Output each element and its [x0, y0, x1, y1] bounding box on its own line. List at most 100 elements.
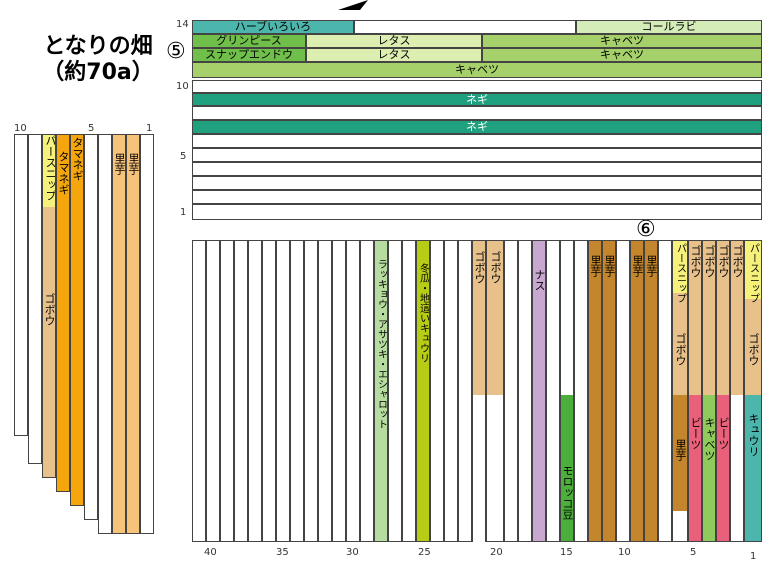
bed-empty: [206, 240, 220, 542]
scale-label: 40: [204, 547, 217, 558]
title-line2: （約70a）: [42, 60, 154, 85]
title-line1: となりの畑: [43, 34, 153, 59]
bed-empty: [388, 240, 402, 542]
bed-green-peas: グリンピース: [192, 34, 306, 48]
bed-burdock-beets: ゴボウ ビーツ: [716, 240, 730, 542]
taro-label: 里芋: [113, 153, 126, 175]
plot-marker-5: ⑤: [166, 39, 186, 64]
burdock-label: ゴボウ: [703, 245, 716, 278]
burdock-label: ゴボウ: [717, 245, 730, 278]
bed-empty: [518, 240, 532, 542]
page-title: となりの畑 （約70a）: [28, 34, 168, 86]
bed-empty: [360, 240, 374, 542]
bed-empty: [290, 240, 304, 542]
bed-empty: [616, 240, 630, 542]
taro-label: 里芋: [631, 255, 644, 277]
burdock-label: ゴボウ: [489, 251, 502, 284]
bed-eggplant: ナス: [532, 240, 546, 542]
bed-empty: [658, 240, 672, 542]
bed-taro: 里芋: [602, 240, 616, 542]
bed-empty: [234, 240, 248, 542]
scale-label: 35: [276, 547, 289, 558]
rakkyo-label: ラッキョウ・アサツキ・エシャロット: [375, 259, 387, 429]
bed-cabbage: キャベツ: [482, 48, 762, 62]
wintermelon-label: 冬瓜・地這いキュウリ: [417, 263, 429, 363]
bed-empty: [140, 134, 154, 534]
bed-parsnip-burdock-cucumber: パースニップ ゴボウ キュウリ: [744, 240, 762, 542]
scale-label: 10: [14, 123, 27, 134]
bed-empty: [84, 134, 98, 520]
morokko-label: モロッコ豆: [561, 465, 574, 520]
bed-wintermelon: 冬瓜・地這いキュウリ: [416, 240, 430, 542]
bed-rakkyo: ラッキョウ・アサツキ・エシャロット: [374, 240, 388, 542]
beets-label: ビーツ: [717, 417, 730, 450]
arrow-pointer-icon: [338, 0, 368, 10]
bed-empty: [192, 106, 762, 120]
bed-empty: [444, 240, 458, 542]
bed-morokko: モロッコ豆: [560, 240, 574, 542]
plot-marker-6: ⑥: [636, 217, 656, 242]
bed-burdock-cabbage: ゴボウ キャベツ: [702, 240, 716, 542]
scale-label: 1: [750, 551, 757, 562]
bed-empty: [248, 240, 262, 542]
bed-taro: 里芋: [112, 134, 126, 534]
burdock-label: ゴボウ: [473, 251, 486, 284]
bed-empty: [318, 240, 332, 542]
bed-empty: [192, 190, 762, 204]
scale-label: 5: [180, 151, 187, 162]
bed-lettuce: レタス: [306, 34, 482, 48]
taro-label: 里芋: [127, 153, 140, 175]
bed-burdock: ゴボウ: [730, 240, 744, 542]
bed-leek: ネギ: [192, 93, 762, 106]
taro-label: 里芋: [674, 439, 687, 461]
bed-lettuce: レタス: [306, 48, 482, 62]
taro-label: 里芋: [603, 255, 616, 277]
burdock-label: ゴボウ: [731, 245, 744, 278]
scale-label: 1: [180, 207, 187, 218]
scale-label: 15: [560, 547, 573, 558]
taro-label: 里芋: [645, 255, 658, 277]
taro-label: 里芋: [589, 255, 602, 277]
burdock-label: ゴボウ: [689, 245, 702, 278]
bed-burdock: ゴボウ: [472, 240, 486, 542]
cabbage-label: キャベツ: [703, 417, 716, 461]
bed-empty: [504, 240, 518, 542]
bed-empty: [430, 240, 444, 542]
scale-label: 14: [176, 19, 189, 30]
parsnip-label: パースニップ: [674, 243, 686, 303]
onion-label: タマネギ: [71, 137, 84, 181]
scale-label: 5: [690, 547, 697, 558]
scale-label: 20: [490, 547, 503, 558]
scale-label: 25: [418, 547, 431, 558]
bed-empty: [574, 240, 588, 542]
scale-label: 5: [88, 123, 95, 134]
bed-empty: [346, 240, 360, 542]
scale-label: 1: [146, 123, 153, 134]
bed-empty: [192, 162, 762, 176]
bed-taro: 里芋: [630, 240, 644, 542]
bed-onion: タマネギ: [70, 134, 84, 506]
bed-empty: [546, 240, 560, 542]
bed-burdock: ゴボウ: [486, 240, 504, 542]
bed-empty: [458, 240, 472, 542]
bed-empty: [220, 240, 234, 542]
bed-empty: [192, 240, 206, 542]
burdock-label: ゴボウ: [747, 333, 760, 366]
parsnip-label: パースニップ: [43, 135, 55, 207]
burdock-label: ゴボウ: [43, 293, 56, 326]
bed-leek: ネギ: [192, 120, 762, 134]
bed-empty: [276, 240, 290, 542]
bed-empty: [262, 240, 276, 542]
bed-parsnip-burdock-taro: パースニップ ゴボウ 里芋: [672, 240, 688, 542]
bed-taro: 里芋: [644, 240, 658, 542]
parsnip-label: パースニップ: [747, 243, 759, 303]
scale-label: 30: [346, 547, 359, 558]
bed-taro: 里芋: [588, 240, 602, 542]
bed-empty: [354, 20, 576, 34]
bed-cabbage: キャベツ: [482, 34, 762, 48]
bed-empty: [14, 134, 28, 436]
bed-empty: [332, 240, 346, 542]
cucumber-label: キュウリ: [747, 413, 760, 457]
bed-snap-peas: スナップエンドウ: [192, 48, 306, 62]
scale-label: 10: [618, 547, 631, 558]
